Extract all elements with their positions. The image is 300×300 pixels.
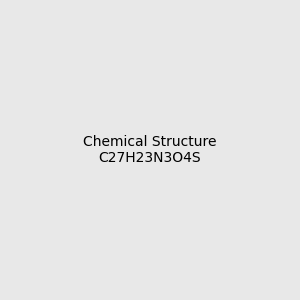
Text: Chemical Structure
C27H23N3O4S: Chemical Structure C27H23N3O4S	[83, 135, 217, 165]
